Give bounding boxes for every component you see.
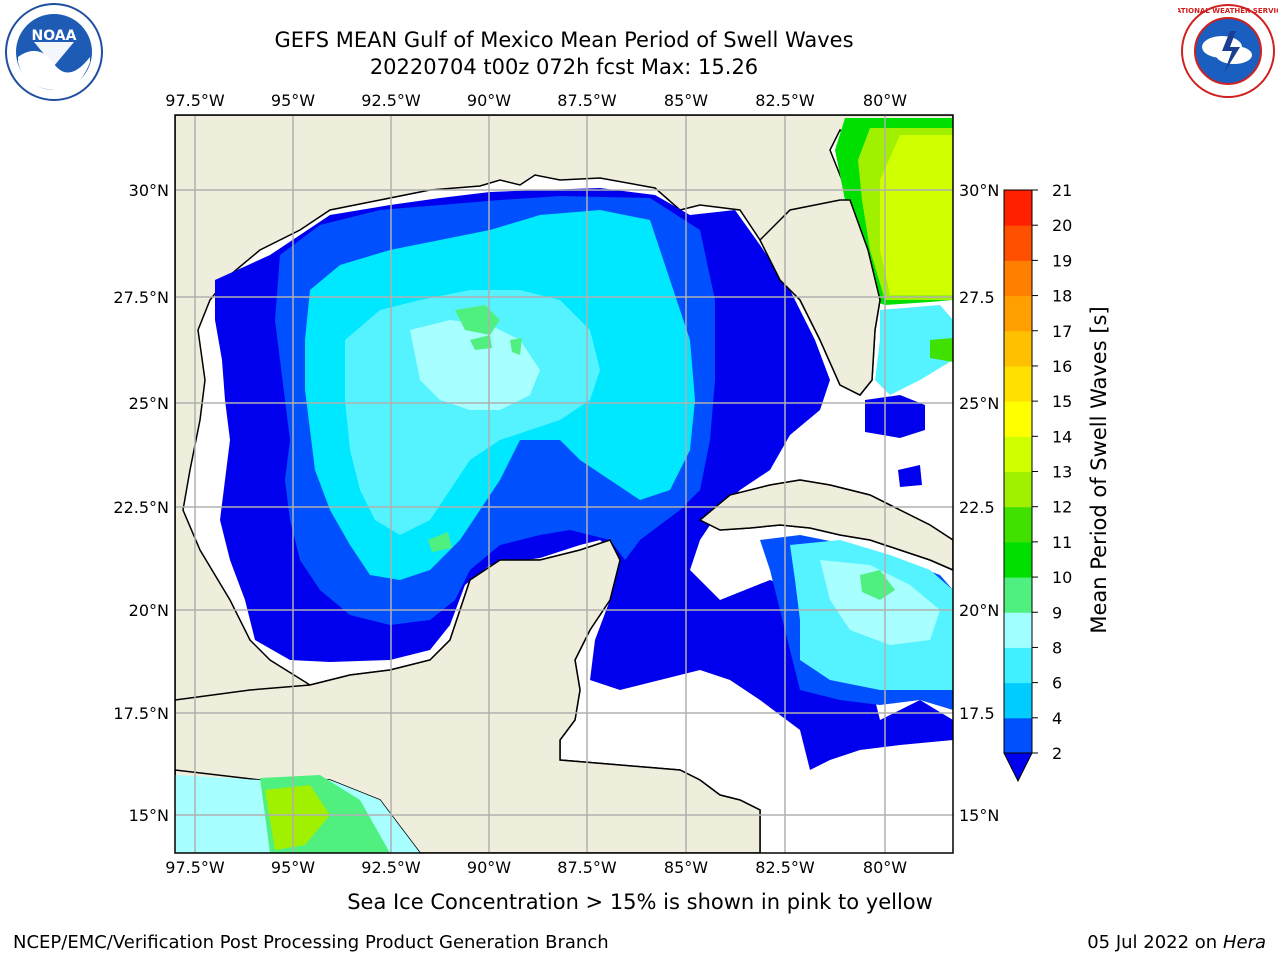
colorbar-segment-7 xyxy=(1004,471,1032,508)
lat-label-right-6: 15°N xyxy=(959,806,999,825)
lat-label-right-2: 25°N xyxy=(959,394,999,413)
colorbar-tick-label-4: 9 xyxy=(1052,603,1062,622)
lon-label-top-6: 82.5°W xyxy=(755,91,815,110)
colorbar-tick-label-2: 6 xyxy=(1052,674,1062,693)
colorbar-segment-0 xyxy=(1004,717,1032,754)
lon-label-bottom-1: 95°W xyxy=(271,858,315,877)
date-stamp: 05 Jul 2022 on Hera xyxy=(1087,932,1266,953)
colorbar-segment-11 xyxy=(1004,330,1032,367)
lat-label-left-2: 25°N xyxy=(129,394,169,413)
lon-label-bottom-4: 87.5°W xyxy=(557,858,617,877)
colorbar-segment-5 xyxy=(1004,541,1032,578)
sea-ice-note: Sea Ice Concentration > 15% is shown in … xyxy=(347,890,933,914)
colorbar-tick-label-16: 21 xyxy=(1052,181,1072,200)
lat-label-left-0: 30°N xyxy=(129,181,169,200)
longitude-labels-bottom: 97.5°W 95°W 92.5°W 90°W 87.5°W 85°W 82.5°W 80°W xyxy=(165,858,907,877)
lon-label-bottom-3: 90°W xyxy=(467,858,511,877)
lon-label-bottom-0: 97.5°W xyxy=(165,858,225,877)
swell-field xyxy=(175,118,953,853)
latitude-labels-left: 30°N 27.5°N 25°N 22.5°N 20°N 17.5°N 15°N xyxy=(113,181,169,825)
lat-label-right-5: 17.5 xyxy=(959,704,995,723)
colorbar-tick-label-10: 15 xyxy=(1052,392,1072,411)
colorbar-tick-label-15: 20 xyxy=(1052,216,1072,235)
lat-label-left-1: 27.5°N xyxy=(113,288,169,307)
colorbar-segment-13 xyxy=(1004,260,1032,297)
latitude-labels-right: 30°N 27.5 25°N 22.5 20°N 17.5 15°N xyxy=(959,181,999,825)
host-name: Hera xyxy=(1222,932,1266,953)
colorbar-tick-label-0: 2 xyxy=(1052,744,1062,763)
noaa-logo-icon: NOAA xyxy=(5,3,103,101)
colorbar: 2 4 6 8 9 10 11 12 13 14 15 16 17 18 19 20 21 xyxy=(1003,181,1072,783)
lon-label-top-0: 97.5°W xyxy=(165,91,225,110)
longitude-labels-top: 97.5°W 95°W 92.5°W 90°W 87.5°W 85°W 82.5°W 80°W xyxy=(165,91,907,110)
lat-label-left-3: 22.5°N xyxy=(113,498,169,517)
map-title: GEFS MEAN Gulf of Mexico Mean Period of … xyxy=(274,28,854,52)
lat-label-right-1: 27.5 xyxy=(959,288,995,307)
nws-logo-icon: NATIONAL WEATHER SERVICE xyxy=(1178,4,1278,98)
colorbar-segment-4 xyxy=(1004,577,1032,613)
colorbar-segment-2 xyxy=(1004,647,1032,684)
lon-label-top-5: 85°W xyxy=(664,91,708,110)
lon-label-bottom-2: 92.5°W xyxy=(361,858,421,877)
lon-label-top-1: 95°W xyxy=(271,91,315,110)
lon-label-bottom-5: 85°W xyxy=(664,858,708,877)
svg-text:NOAA: NOAA xyxy=(32,28,77,44)
colorbar-segment-1 xyxy=(1004,682,1032,719)
colorbar-extension xyxy=(1003,752,1033,783)
grid-lines xyxy=(175,115,953,853)
colorbar-tick-label-9: 14 xyxy=(1052,427,1072,446)
svg-text:NATIONAL WEATHER SERVICE: NATIONAL WEATHER SERVICE xyxy=(1178,7,1278,15)
lat-label-left-5: 17.5°N xyxy=(113,704,169,723)
colorbar-tick-label-8: 13 xyxy=(1052,463,1072,482)
credit-text: NCEP/EMC/Verification Post Processing Pr… xyxy=(13,932,609,953)
lon-label-bottom-6: 82.5°W xyxy=(755,858,815,877)
lat-label-left-4: 20°N xyxy=(129,601,169,620)
colorbar-segment-15 xyxy=(1004,190,1032,226)
colorbar-tick-label-7: 12 xyxy=(1052,498,1072,517)
colorbar-tick-label-3: 8 xyxy=(1052,638,1062,657)
map-subtitle: 20220704 t00z 072h fcst Max: 15.26 xyxy=(369,55,759,79)
colorbar-segment-6 xyxy=(1004,506,1032,543)
colorbar-tick-label-12: 17 xyxy=(1052,322,1072,341)
colorbar-segment-14 xyxy=(1004,225,1032,261)
colorbar-tick-label-6: 11 xyxy=(1052,533,1072,552)
lat-label-right-0: 30°N xyxy=(959,181,999,200)
colorbar-tick-label-1: 4 xyxy=(1052,709,1062,728)
lat-label-right-3: 22.5 xyxy=(959,498,995,517)
lon-label-top-4: 87.5°W xyxy=(557,91,617,110)
colorbar-segment-9 xyxy=(1004,401,1032,437)
lon-label-top-7: 80°W xyxy=(863,91,907,110)
lat-label-right-4: 20°N xyxy=(959,601,999,620)
colorbar-segment-3 xyxy=(1004,612,1032,648)
colorbar-tick-label-11: 16 xyxy=(1052,357,1072,376)
colorbar-segment-8 xyxy=(1004,436,1032,472)
lon-label-top-2: 92.5°W xyxy=(361,91,421,110)
colorbar-tick-label-13: 18 xyxy=(1052,287,1072,306)
colorbar-segment-12 xyxy=(1004,295,1032,332)
lon-label-top-3: 90°W xyxy=(467,91,511,110)
colorbar-label: Mean Period of Swell Waves [s] xyxy=(1087,306,1111,633)
lon-label-bottom-7: 80°W xyxy=(863,858,907,877)
colorbar-tick-label-5: 10 xyxy=(1052,568,1072,587)
colorbar-tick-label-14: 19 xyxy=(1052,251,1072,270)
lat-label-left-6: 15°N xyxy=(129,806,169,825)
date-text: 05 Jul 2022 on xyxy=(1087,932,1218,953)
colorbar-segment-10 xyxy=(1004,365,1032,402)
